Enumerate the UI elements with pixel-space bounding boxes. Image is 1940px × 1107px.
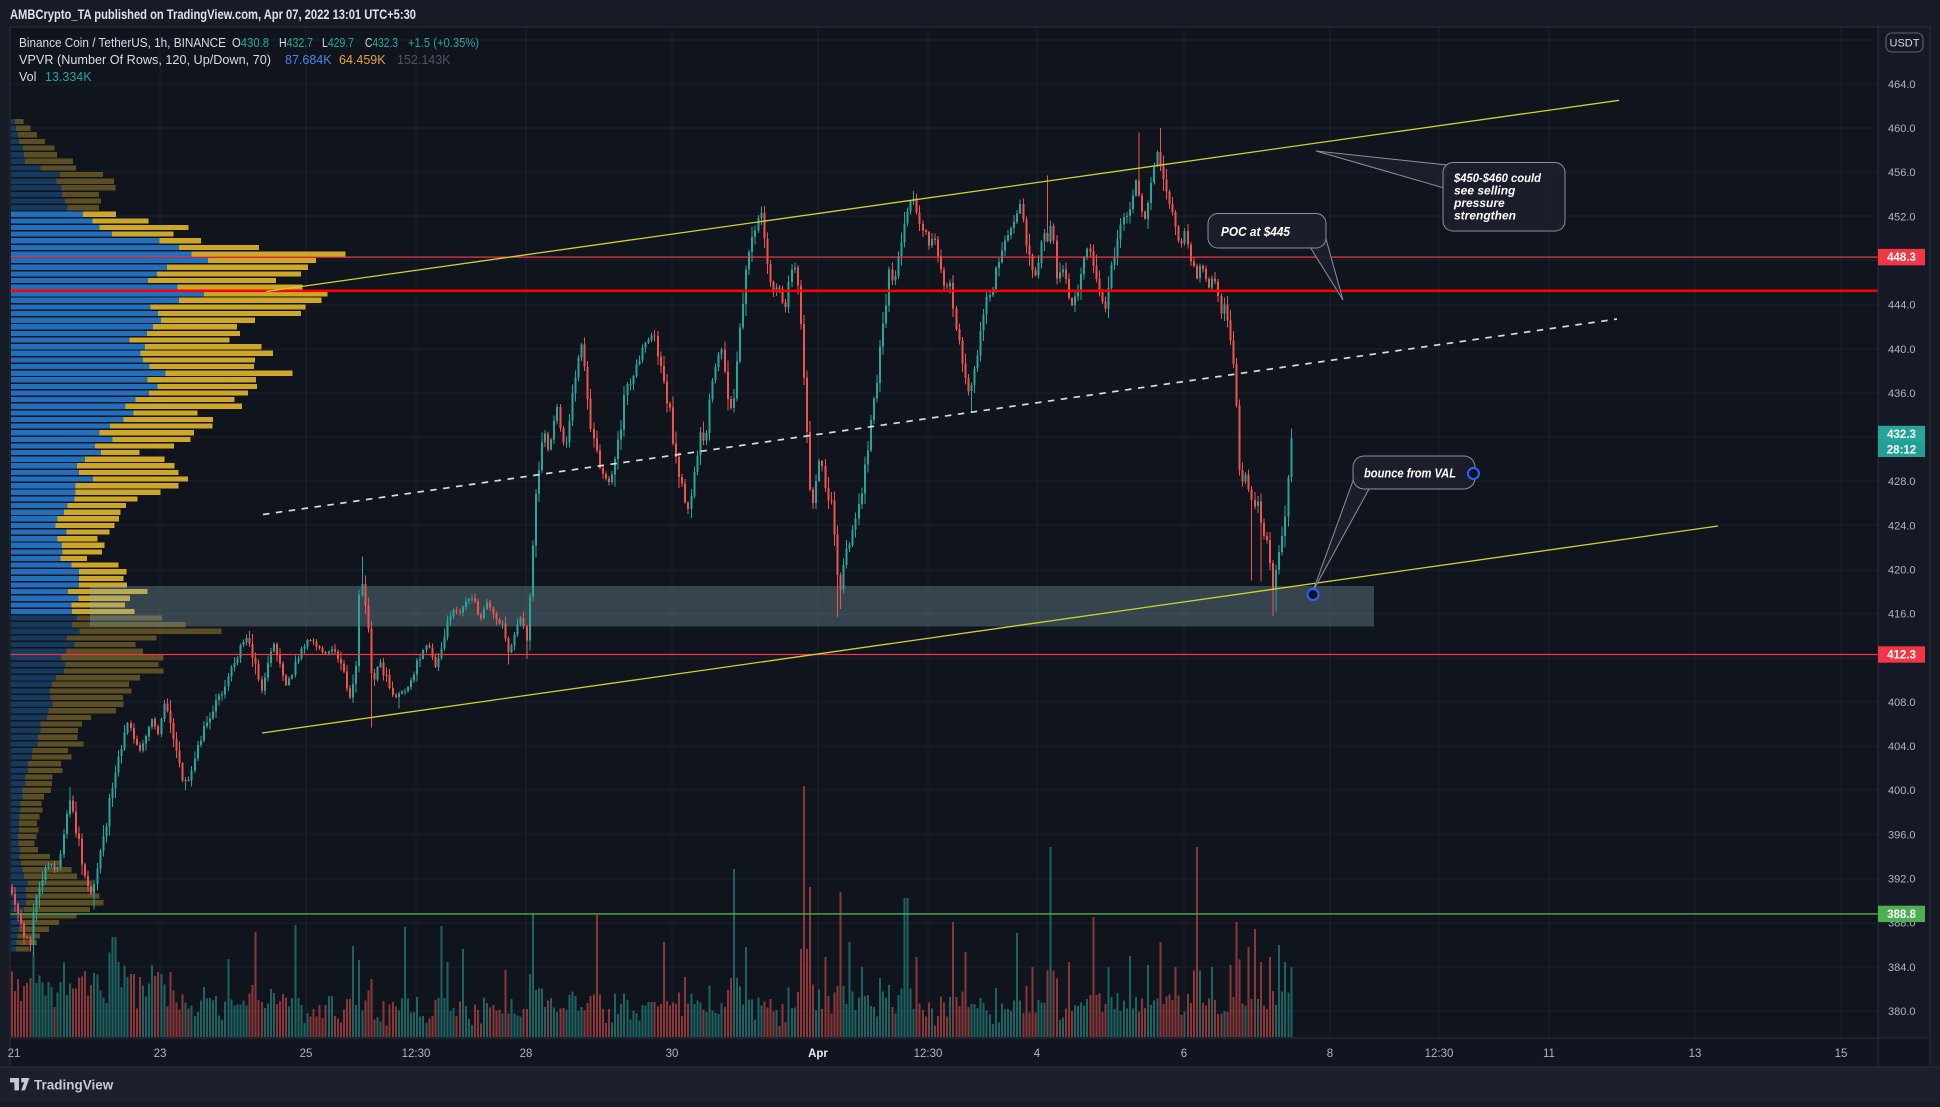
svg-text:13.334K: 13.334K: [45, 70, 92, 84]
svg-text:448.3: 448.3: [1887, 252, 1916, 264]
svg-text:456.0: 456.0: [1888, 167, 1916, 179]
svg-text:25: 25: [300, 1048, 313, 1060]
svg-text:28: 28: [520, 1048, 533, 1060]
svg-text:392.0: 392.0: [1888, 874, 1916, 886]
svg-text:420.0: 420.0: [1888, 565, 1916, 577]
svg-text:12:30: 12:30: [1425, 1048, 1454, 1060]
svg-text:13: 13: [1689, 1048, 1702, 1060]
svg-text:388.8: 388.8: [1887, 909, 1916, 921]
svg-text:464.0: 464.0: [1888, 79, 1916, 91]
svg-text:23: 23: [154, 1048, 167, 1060]
svg-text:6: 6: [1181, 1048, 1187, 1060]
svg-text:11: 11: [1543, 1048, 1555, 1060]
svg-text:432.3: 432.3: [1887, 429, 1916, 441]
svg-text:424.0: 424.0: [1888, 520, 1916, 532]
svg-text:POC at $445: POC at $445: [1221, 224, 1291, 239]
svg-text:4: 4: [1034, 1048, 1041, 1060]
svg-text:380.0: 380.0: [1888, 1006, 1916, 1018]
svg-text:Vol: Vol: [19, 70, 36, 84]
svg-text:12:30: 12:30: [914, 1048, 943, 1060]
svg-text:bounce from VAL: bounce from VAL: [1364, 467, 1456, 481]
svg-text:404.0: 404.0: [1888, 741, 1916, 753]
svg-text:USDT: USDT: [1890, 38, 1920, 50]
svg-text:L429.7: L429.7: [322, 36, 354, 50]
svg-text:152.143K: 152.143K: [397, 53, 451, 67]
svg-text:408.0: 408.0: [1888, 697, 1916, 709]
svg-text:Apr: Apr: [808, 1048, 828, 1060]
svg-text:TradingView: TradingView: [34, 1078, 114, 1093]
svg-text:C432.3: C432.3: [365, 36, 398, 50]
svg-text:452.0: 452.0: [1888, 211, 1916, 223]
svg-text:$450-$460 could: $450-$460 could: [1453, 171, 1542, 185]
svg-text:412.3: 412.3: [1887, 650, 1916, 662]
svg-text:21: 21: [8, 1048, 21, 1060]
svg-text:460.0: 460.0: [1888, 123, 1916, 135]
svg-text:pressure: pressure: [1453, 196, 1505, 210]
svg-text:444.0: 444.0: [1888, 300, 1916, 312]
svg-text:strengthen: strengthen: [1454, 209, 1516, 223]
svg-text:396.0: 396.0: [1888, 829, 1916, 841]
svg-text:VPVR (Number Of Rows, 120, Up/: VPVR (Number Of Rows, 120, Up/Down, 70): [19, 53, 271, 67]
svg-text:15: 15: [1835, 1048, 1848, 1060]
svg-text:+1.5 (+0.35%): +1.5 (+0.35%): [408, 36, 479, 50]
svg-text:8: 8: [1327, 1048, 1333, 1060]
svg-text:428.0: 428.0: [1888, 476, 1916, 488]
svg-text:12:30: 12:30: [402, 1048, 431, 1060]
svg-text:384.0: 384.0: [1888, 962, 1916, 974]
svg-text:416.0: 416.0: [1888, 609, 1916, 621]
svg-text:400.0: 400.0: [1888, 785, 1916, 797]
svg-text:87.684K: 87.684K: [285, 53, 332, 67]
svg-text:440.0: 440.0: [1888, 344, 1916, 356]
svg-text:O430.8: O430.8: [232, 36, 269, 50]
svg-text:30: 30: [666, 1048, 679, 1060]
svg-text:Binance Coin / TetherUS, 1h, B: Binance Coin / TetherUS, 1h, BINANCE: [19, 36, 226, 50]
svg-text:28:12: 28:12: [1887, 445, 1916, 457]
svg-text:see selling: see selling: [1454, 184, 1516, 198]
svg-text:64.459K: 64.459K: [339, 53, 386, 67]
svg-text:H432.7: H432.7: [279, 36, 313, 50]
svg-text:AMBCrypto_TA published on Trad: AMBCrypto_TA published on TradingView.co…: [10, 7, 416, 22]
svg-text:436.0: 436.0: [1888, 388, 1916, 400]
